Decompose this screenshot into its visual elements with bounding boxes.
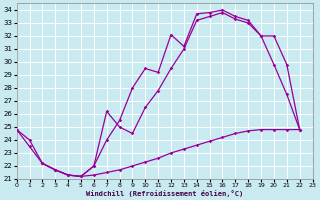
X-axis label: Windchill (Refroidissement éolien,°C): Windchill (Refroidissement éolien,°C): [86, 190, 243, 197]
